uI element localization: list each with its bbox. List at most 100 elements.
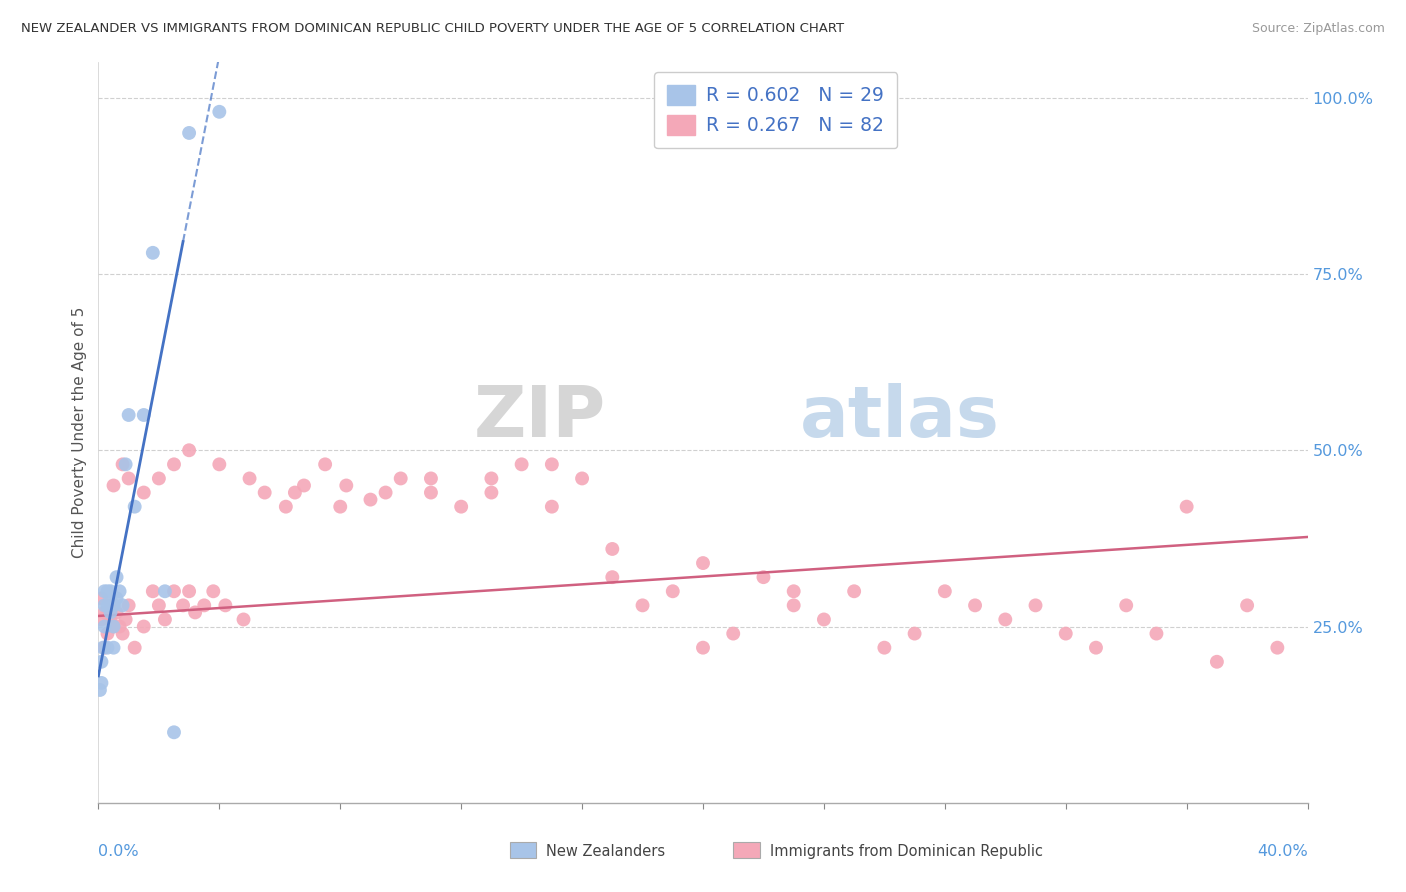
Point (96, 584, 118, 599)
Point (89, 683, 111, 698)
Point (93, 584, 115, 599)
Point (214, 599, 236, 613)
Point (934, 584, 956, 599)
Point (752, 570, 775, 584)
Point (111, 626, 134, 640)
Point (96, 626, 118, 640)
Point (93, 619, 115, 633)
Point (103, 619, 125, 633)
Point (148, 599, 170, 613)
Point (91, 640, 114, 655)
Point (208, 458, 231, 472)
Point (253, 485, 276, 500)
Text: 40.0%: 40.0% (1257, 844, 1308, 858)
Point (661, 584, 683, 599)
Legend: R = 0.602   N = 29, R = 0.267   N = 82: R = 0.602 N = 29, R = 0.267 N = 82 (654, 72, 897, 148)
Point (172, 599, 194, 613)
Point (100, 591, 122, 606)
Point (329, 500, 352, 514)
Point (994, 612, 1017, 626)
Text: NEW ZEALANDER VS IMMIGRANTS FROM DOMINICAN REPUBLIC CHILD POVERTY UNDER THE AGE : NEW ZEALANDER VS IMMIGRANTS FROM DOMINIC… (21, 22, 844, 36)
Text: 0.0%: 0.0% (98, 844, 139, 858)
Point (90, 612, 112, 626)
Point (208, 104, 231, 119)
Point (510, 458, 533, 472)
Point (118, 408, 141, 422)
Text: atlas: atlas (800, 384, 1000, 452)
Point (100, 599, 122, 613)
Point (90, 591, 112, 606)
Point (96, 606, 118, 620)
Point (105, 570, 128, 584)
Point (1115, 599, 1137, 613)
Point (1085, 640, 1108, 655)
Point (163, 584, 186, 599)
Point (540, 458, 562, 472)
Point (93, 640, 115, 655)
Point (103, 478, 125, 492)
Point (965, 599, 987, 613)
Point (1236, 599, 1258, 613)
Point (360, 492, 382, 507)
Point (1144, 626, 1167, 640)
Point (90, 676, 112, 690)
Point (114, 458, 136, 472)
Point (389, 471, 412, 485)
Point (103, 619, 125, 633)
FancyBboxPatch shape (734, 842, 759, 858)
Point (420, 471, 443, 485)
Point (813, 612, 835, 626)
Point (103, 599, 125, 613)
Point (292, 478, 315, 492)
Point (1024, 599, 1046, 613)
Point (132, 408, 155, 422)
Point (163, 458, 186, 472)
Point (481, 471, 503, 485)
Point (179, 443, 201, 458)
Point (96, 640, 118, 655)
Point (153, 612, 176, 626)
Point (374, 485, 396, 500)
Point (103, 640, 125, 655)
Point (873, 640, 896, 655)
Point (179, 584, 201, 599)
Point (93, 599, 115, 613)
Text: ZIP: ZIP (474, 384, 606, 452)
Point (1206, 655, 1229, 669)
Point (1267, 640, 1289, 655)
Point (111, 599, 134, 613)
Point (450, 500, 472, 514)
Point (111, 458, 134, 472)
Point (132, 619, 155, 633)
Point (90, 655, 112, 669)
Point (114, 612, 136, 626)
Point (239, 471, 262, 485)
Point (232, 612, 254, 626)
Point (193, 599, 215, 613)
Point (631, 599, 654, 613)
Point (105, 591, 128, 606)
Point (540, 500, 562, 514)
Point (1054, 626, 1077, 640)
Point (153, 584, 176, 599)
Point (904, 626, 927, 640)
Point (844, 584, 866, 599)
Point (93, 606, 115, 620)
Point (420, 485, 443, 500)
Point (105, 606, 128, 620)
Point (124, 640, 146, 655)
Point (118, 471, 141, 485)
Point (692, 556, 714, 570)
Text: Immigrants from Dominican Republic: Immigrants from Dominican Republic (769, 844, 1042, 858)
Point (108, 584, 131, 599)
Point (314, 458, 336, 472)
Point (284, 485, 307, 500)
Point (103, 599, 125, 613)
Text: New Zealanders: New Zealanders (546, 844, 665, 858)
Point (602, 570, 624, 584)
Point (124, 500, 146, 514)
Point (571, 471, 593, 485)
Point (481, 485, 503, 500)
Point (148, 471, 170, 485)
Point (132, 485, 155, 500)
